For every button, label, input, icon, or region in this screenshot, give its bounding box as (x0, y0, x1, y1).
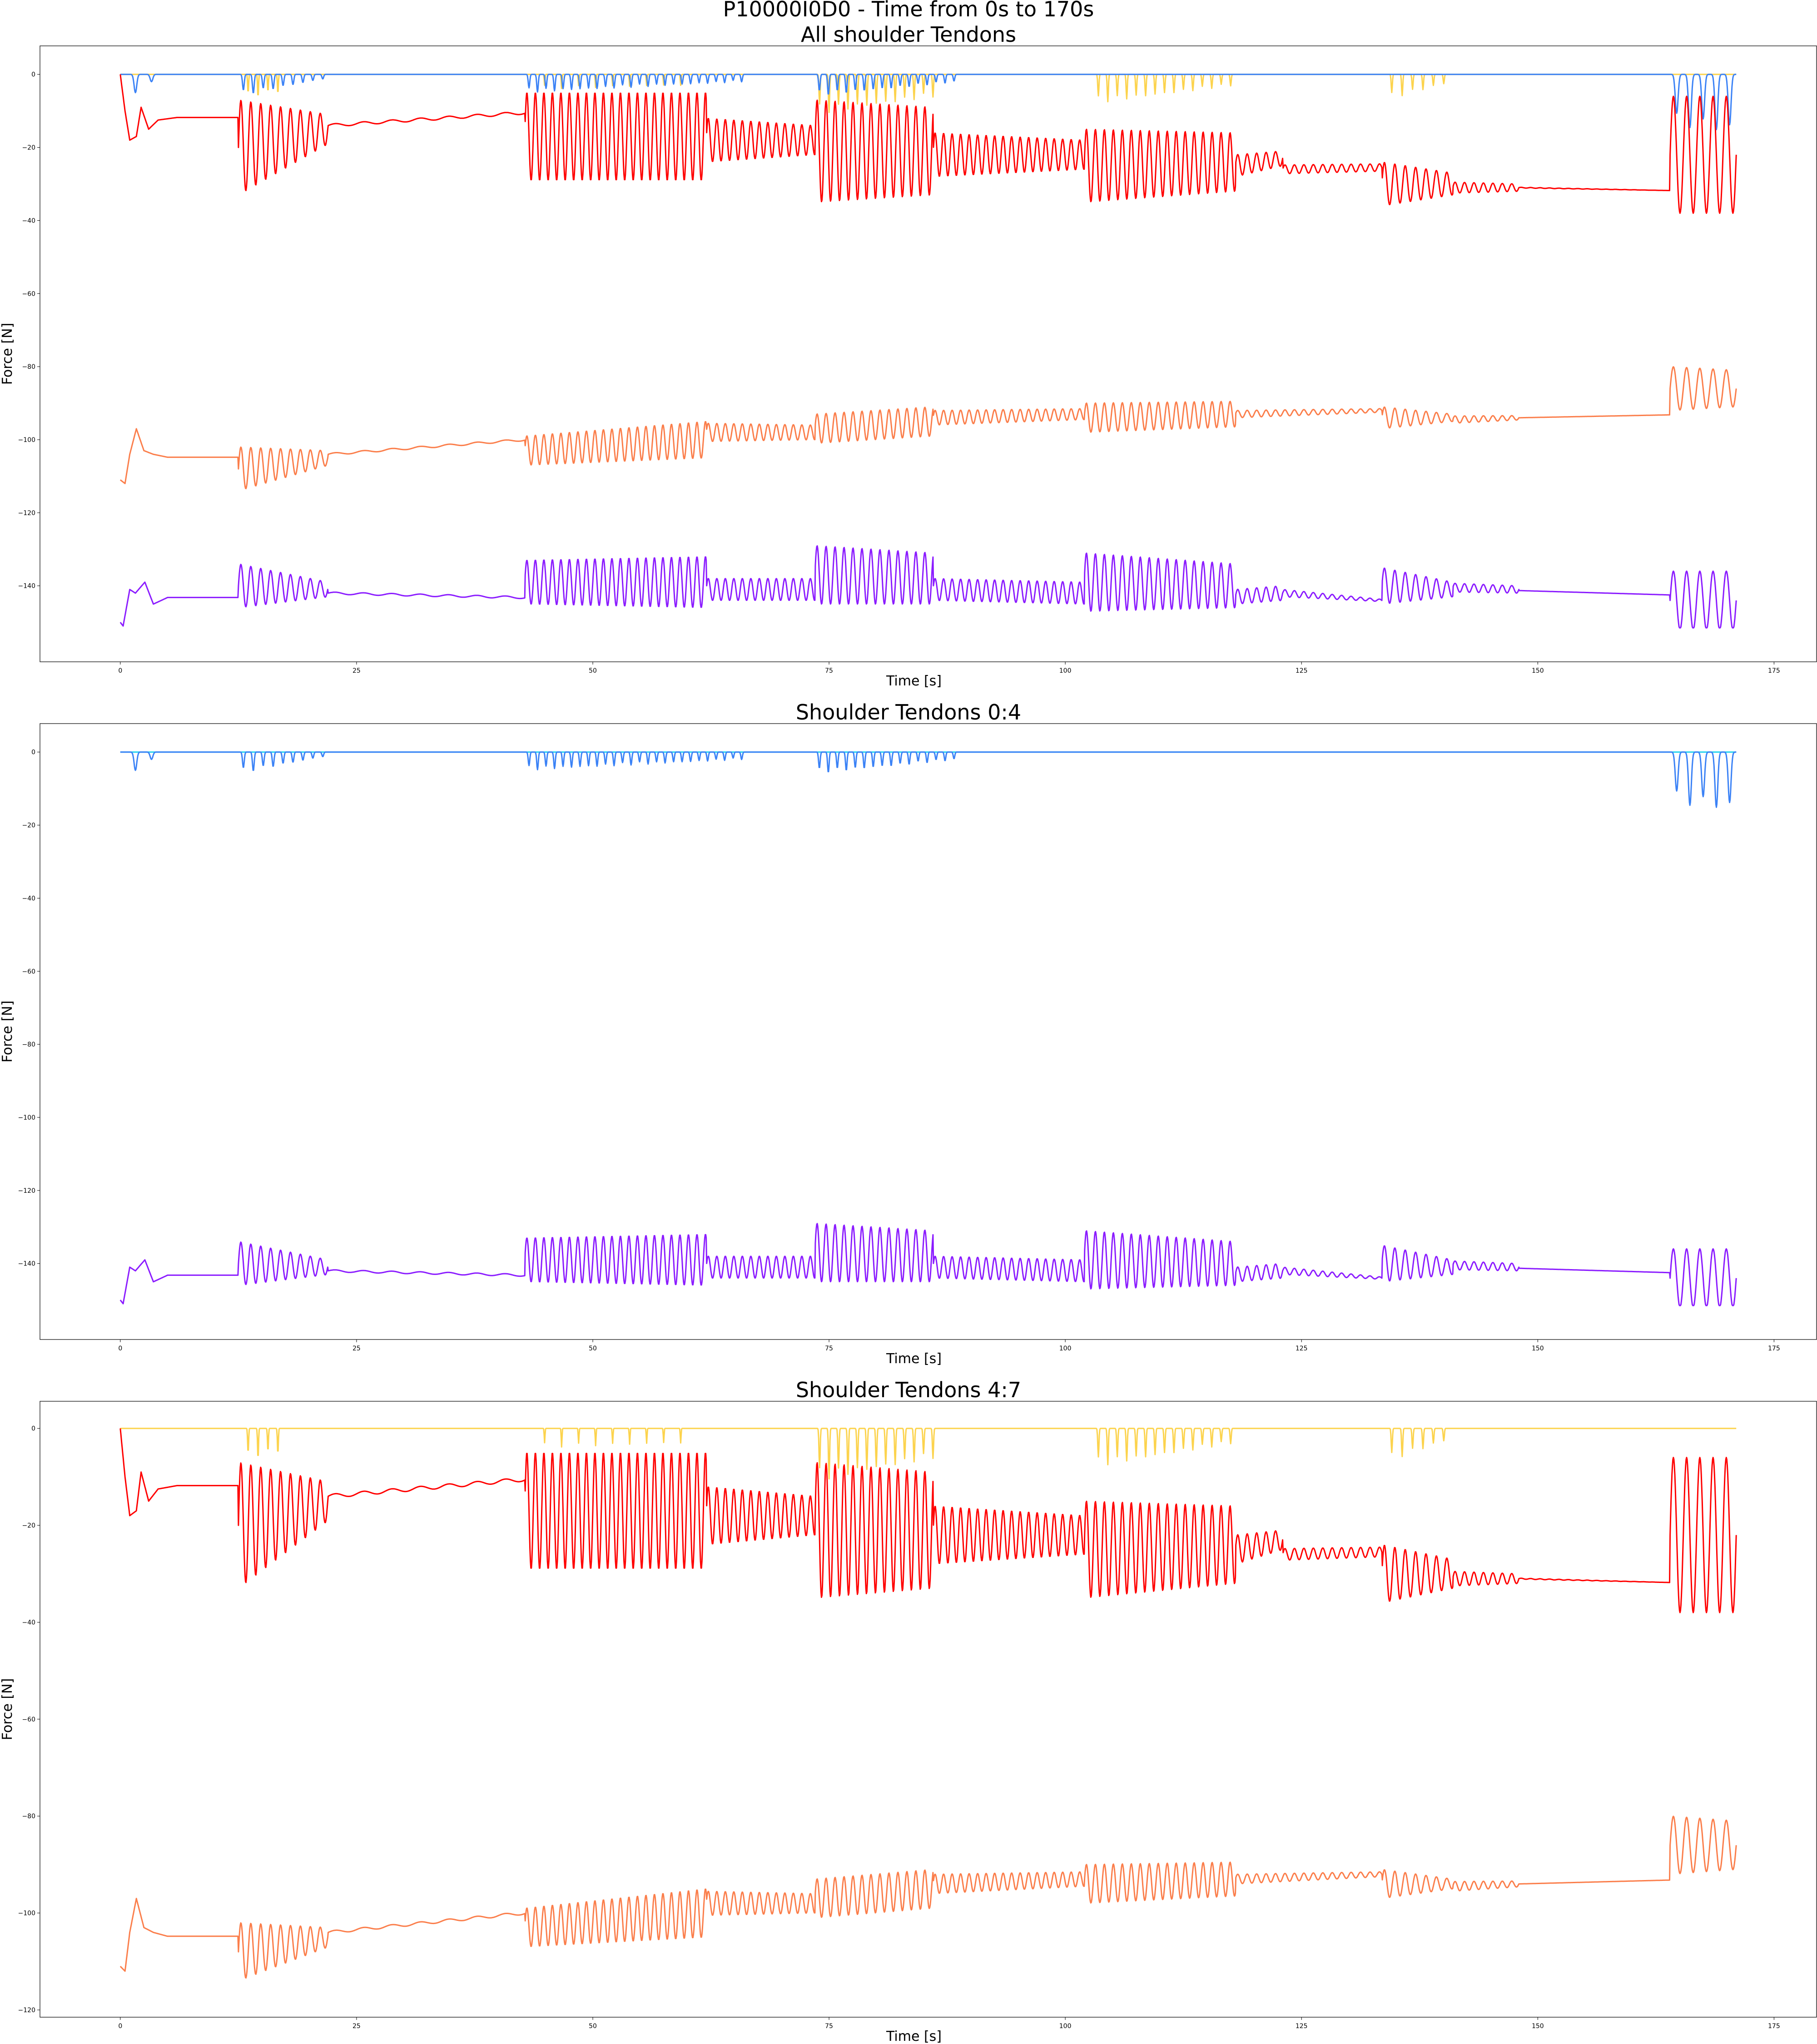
y-tick-label: 0 (31, 71, 35, 79)
series-line-purple (119, 545, 1737, 629)
y-tick-label: −20 (22, 822, 35, 829)
series-line-blue (120, 74, 1737, 130)
x-tick-label: 175 (1768, 667, 1780, 675)
series-line-red (119, 74, 1737, 214)
x-axis-label: Time [s] (886, 1351, 942, 1367)
series-line-orange (119, 366, 1737, 490)
y-tick-label: −80 (22, 1813, 35, 1820)
x-tick-label: 50 (589, 1345, 597, 1352)
series-line-orange (119, 1816, 1737, 1979)
x-tick-label: 100 (1059, 2023, 1072, 2030)
x-tick-label: 25 (352, 2023, 361, 2030)
y-axis-label: Force [N] (0, 323, 15, 385)
x-tick-label: 75 (825, 1345, 833, 1352)
panel-shoulder-tendons-4-7: Shoulder Tendons 4:7 0 25 50 75 100 125 150 175… (0, 1378, 1817, 2044)
panel-title: Shoulder Tendons 0:4 (796, 700, 1021, 724)
x-tick-label: 0 (118, 667, 122, 675)
y-tick-label: −40 (22, 1619, 35, 1626)
figure-suptitle: P10000I0D0 - Time from 0s to 170s (723, 0, 1094, 21)
y-tick-label: −80 (22, 1041, 35, 1048)
y-tick-label: −20 (22, 1522, 35, 1529)
x-tick-label: 175 (1768, 1345, 1780, 1352)
x-tick-label: 125 (1296, 2023, 1308, 2030)
y-axis-label: Force [N] (0, 1001, 15, 1063)
y-tick-label: −20 (22, 144, 35, 152)
y-tick-label: −120 (18, 1187, 35, 1195)
x-tick-label: 100 (1059, 667, 1072, 675)
x-tick-label: 75 (825, 2023, 833, 2030)
x-tick-label: 0 (118, 2023, 122, 2030)
y-tick-label: −40 (22, 895, 35, 902)
y-tick-label: −140 (18, 583, 35, 590)
series-line-red (119, 1428, 1737, 1613)
x-axis-label: Time [s] (886, 673, 942, 689)
y-tick-label: −60 (22, 968, 35, 975)
x-tick-label: 0 (118, 1345, 122, 1352)
y-tick-label: −60 (22, 1716, 35, 1723)
y-tick-label: −60 (22, 290, 35, 298)
series-line-blue (120, 751, 1737, 808)
y-tick-label: −140 (18, 1260, 35, 1268)
series-line-yellow (120, 1428, 1737, 1480)
y-tick-label: −100 (18, 1910, 35, 1917)
y-tick-label: −120 (18, 510, 35, 517)
x-tick-label: 125 (1296, 1345, 1308, 1352)
x-tick-label: 25 (352, 1345, 361, 1352)
y-tick-label: −80 (22, 363, 35, 371)
y-tick-label: 0 (31, 749, 35, 756)
y-tick-label: −40 (22, 217, 35, 224)
x-tick-label: 75 (825, 667, 833, 675)
panel-title: All shoulder Tendons (801, 22, 1016, 47)
y-tick-label: −100 (18, 437, 35, 444)
x-tick-label: 50 (589, 667, 597, 675)
y-tick-label: −120 (18, 2007, 35, 2014)
y-tick-label: −100 (18, 1114, 35, 1121)
y-tick-label: 0 (31, 1425, 35, 1433)
x-tick-label: 175 (1768, 2023, 1780, 2030)
x-tick-label: 100 (1059, 1345, 1072, 1352)
x-tick-label: 125 (1296, 667, 1308, 675)
x-tick-label: 25 (352, 667, 361, 675)
plot-frame (40, 1401, 1817, 2018)
x-tick-label: 150 (1532, 2023, 1544, 2030)
x-tick-label: 50 (589, 2023, 597, 2030)
x-tick-label: 150 (1532, 1345, 1544, 1352)
series-line-purple (119, 1223, 1737, 1306)
x-axis-label: Time [s] (886, 2029, 942, 2044)
plot-frame (40, 45, 1817, 662)
plot-frame (40, 723, 1817, 1340)
x-tick-label: 150 (1532, 667, 1544, 675)
panel-all-shoulder-tendons: All shoulder Tendons 0 25 50 75 100 125 150 175… (0, 22, 1817, 689)
panel-title: Shoulder Tendons 4:7 (796, 1378, 1021, 1402)
panel-shoulder-tendons-0-4: Shoulder Tendons 0:4 0 25 50 75 100 125 150 175… (0, 700, 1817, 1367)
y-axis-label: Force [N] (0, 1678, 15, 1741)
